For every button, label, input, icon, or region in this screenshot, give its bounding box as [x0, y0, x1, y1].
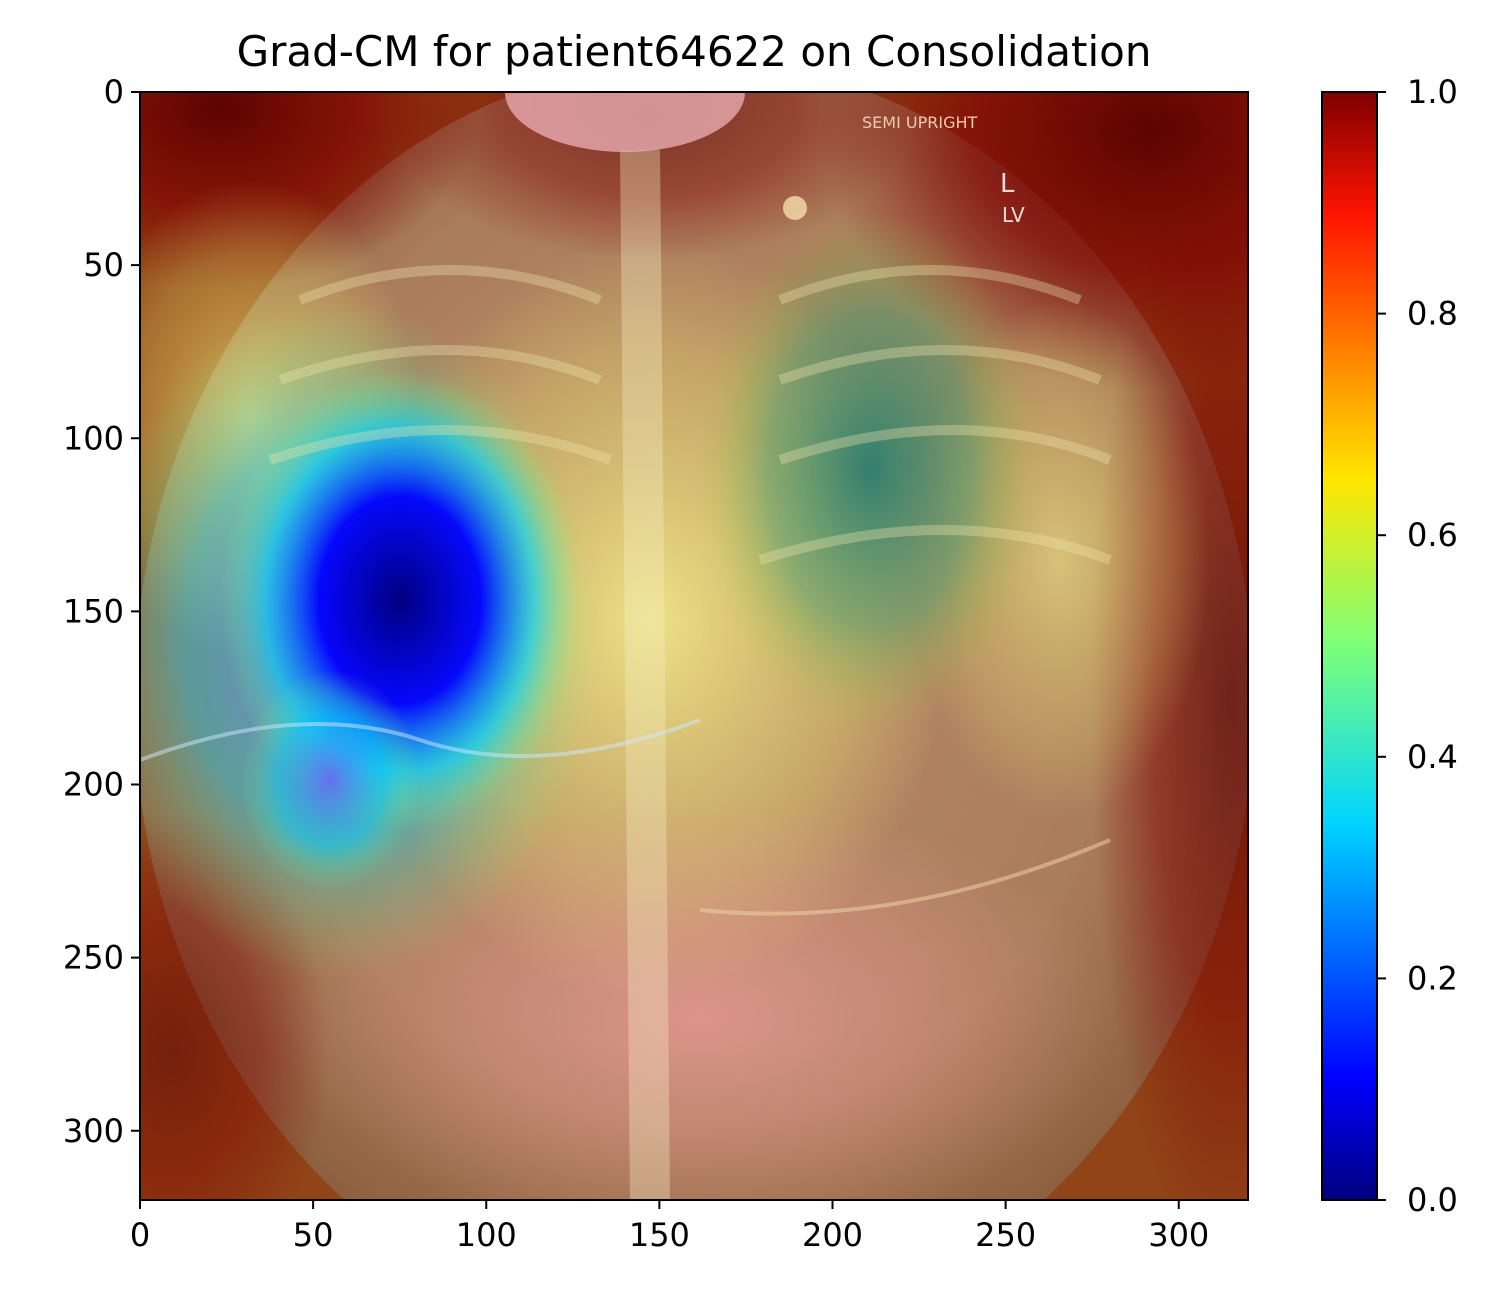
colorbar-tick-label: 0.2 [1407, 959, 1458, 997]
x-tick-label: 200 [802, 1216, 863, 1254]
y-tick-label: 50 [83, 246, 124, 284]
colorbar-tick-label: 0.4 [1407, 738, 1458, 776]
x-tick-label: 250 [975, 1216, 1036, 1254]
heat-region-lower-blue [240, 670, 420, 890]
plot-frame [139, 91, 1249, 1201]
neck-circle [505, 92, 745, 152]
rib-lines [268, 265, 1112, 565]
ecg-wire [140, 718, 701, 762]
spine-line [620, 149, 670, 1200]
heat-region-right-lung [700, 210, 1040, 730]
x-tick-label: 300 [1148, 1216, 1209, 1254]
heat-region-top-center [390, 92, 910, 260]
colorbar [1321, 91, 1378, 1201]
x-tick-label: 100 [456, 1216, 517, 1254]
y-tick-label: 200 [63, 766, 124, 804]
x-tick-label: 150 [629, 1216, 690, 1254]
x-axis: 0 50 100 150 200 250 300 [130, 1200, 1209, 1254]
y-tick-label: 300 [63, 1112, 124, 1150]
x-tick-label: 50 [293, 1216, 334, 1254]
colorbar-tick-label: 1.0 [1407, 73, 1458, 111]
x-tick-label: 0 [130, 1216, 150, 1254]
y-tick-label: 250 [63, 939, 124, 977]
y-axis: 0 50 100 150 200 250 300 [63, 73, 140, 1150]
y-tick-label: 0 [104, 73, 124, 111]
colorbar-axis: 0.0 0.2 0.4 0.6 0.8 1.0 [1377, 73, 1458, 1219]
y-tick-label: 100 [63, 419, 124, 457]
colorbar-tick-label: 0.8 [1407, 295, 1458, 333]
xray-marker-lv: LV [1002, 203, 1025, 227]
colorbar-tick-label: 0.0 [1407, 1181, 1458, 1219]
colorbar-tick-label: 0.6 [1407, 516, 1458, 554]
y-tick-label: 150 [63, 592, 124, 630]
xray-position-label: SEMI UPRIGHT [862, 113, 978, 132]
ecg-wire-lower [699, 838, 1111, 916]
chart-title: Grad-CM for patient64622 on Consolidatio… [237, 27, 1152, 76]
electrode-dot [783, 196, 807, 220]
xray-marker-l: L [1000, 169, 1015, 199]
